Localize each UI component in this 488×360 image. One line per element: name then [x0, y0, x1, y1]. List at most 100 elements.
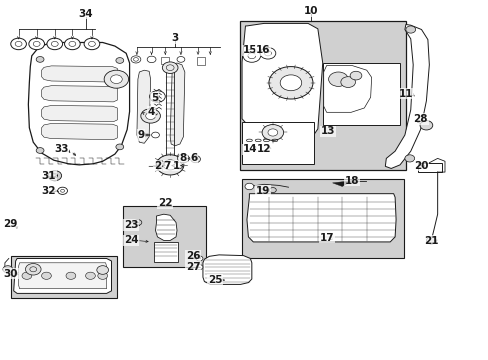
Polygon shape [385, 24, 428, 168]
Text: 23: 23 [123, 220, 138, 230]
Text: 32: 32 [41, 186, 56, 196]
Polygon shape [242, 23, 322, 140]
Text: 33: 33 [54, 144, 68, 154]
Text: 2: 2 [154, 161, 161, 171]
Text: 3: 3 [171, 33, 178, 43]
Bar [11, 256, 117, 298]
Circle shape [98, 272, 107, 279]
Bar [154, 242, 177, 262]
Text: 26: 26 [185, 251, 200, 261]
Circle shape [110, 75, 122, 84]
Bar [242, 179, 404, 258]
Circle shape [22, 272, 32, 279]
Circle shape [15, 41, 22, 46]
Polygon shape [41, 105, 117, 122]
Circle shape [145, 112, 155, 120]
Circle shape [163, 160, 177, 170]
Bar [322, 63, 399, 125]
Circle shape [268, 67, 312, 99]
Text: 6: 6 [190, 153, 197, 163]
Bar [196, 57, 205, 65]
Text: 21: 21 [423, 236, 438, 246]
Circle shape [116, 58, 123, 63]
Circle shape [243, 49, 260, 62]
Circle shape [196, 256, 203, 261]
Circle shape [3, 266, 13, 273]
Polygon shape [155, 214, 177, 240]
Polygon shape [28, 42, 129, 165]
Circle shape [97, 266, 108, 274]
Text: 16: 16 [255, 45, 270, 55]
Polygon shape [323, 66, 371, 112]
Text: 7: 7 [163, 161, 171, 171]
Circle shape [69, 41, 76, 46]
Text: 13: 13 [320, 126, 334, 136]
Circle shape [340, 77, 355, 87]
Circle shape [244, 183, 253, 190]
Text: 27: 27 [185, 262, 200, 272]
Circle shape [25, 264, 41, 275]
Text: 14: 14 [243, 144, 257, 154]
Bar [239, 21, 405, 170]
Circle shape [349, 71, 361, 80]
Circle shape [64, 38, 80, 50]
Polygon shape [41, 66, 117, 82]
Circle shape [141, 109, 160, 123]
Polygon shape [14, 258, 111, 293]
Text: 30: 30 [3, 269, 18, 279]
Polygon shape [170, 63, 184, 146]
Polygon shape [332, 181, 351, 186]
Circle shape [426, 237, 435, 244]
Circle shape [267, 129, 277, 136]
Circle shape [84, 38, 100, 50]
Circle shape [36, 57, 44, 62]
Text: 19: 19 [255, 186, 270, 196]
Text: 10: 10 [303, 6, 318, 16]
Circle shape [11, 38, 26, 50]
Circle shape [156, 155, 183, 175]
Circle shape [88, 41, 95, 46]
Polygon shape [41, 86, 117, 102]
Circle shape [328, 72, 347, 86]
Polygon shape [246, 194, 395, 242]
Circle shape [262, 125, 283, 140]
Text: 24: 24 [123, 235, 138, 246]
Polygon shape [203, 255, 251, 284]
Circle shape [47, 38, 62, 50]
Bar [123, 206, 206, 267]
Bar [161, 57, 169, 64]
Polygon shape [137, 70, 150, 143]
Text: 12: 12 [256, 144, 271, 154]
Polygon shape [41, 123, 117, 140]
Circle shape [29, 38, 44, 50]
Polygon shape [19, 263, 106, 289]
Circle shape [58, 187, 67, 194]
Circle shape [36, 148, 44, 153]
Text: 1: 1 [172, 161, 179, 171]
Text: 34: 34 [78, 9, 93, 19]
Circle shape [116, 144, 123, 150]
Text: 20: 20 [413, 161, 428, 171]
Circle shape [48, 171, 61, 181]
Circle shape [177, 154, 189, 163]
Text: 17: 17 [319, 233, 333, 243]
Circle shape [260, 48, 275, 59]
Text: 11: 11 [398, 89, 412, 99]
Circle shape [190, 156, 200, 163]
Circle shape [66, 272, 76, 279]
Circle shape [419, 121, 432, 130]
Circle shape [104, 70, 128, 88]
Text: 9: 9 [137, 130, 144, 140]
Bar [417, 163, 441, 172]
Bar [242, 122, 314, 164]
Text: 5: 5 [151, 93, 158, 103]
Circle shape [404, 155, 414, 162]
Text: 8: 8 [180, 153, 186, 163]
Circle shape [162, 62, 178, 73]
Text: 15: 15 [243, 45, 257, 55]
Circle shape [33, 41, 40, 46]
Text: 29: 29 [3, 219, 18, 229]
Text: 25: 25 [207, 275, 222, 285]
Circle shape [405, 26, 415, 33]
Circle shape [85, 272, 95, 279]
